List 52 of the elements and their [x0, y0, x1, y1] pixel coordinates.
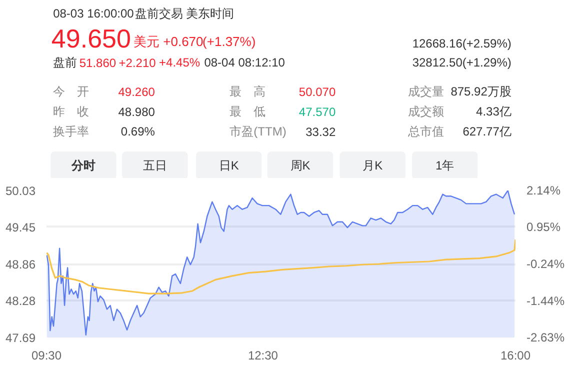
text: 49.650: [51, 24, 131, 54]
text: 875.92万股: [450, 84, 512, 98]
text: 盘前交易: [135, 6, 184, 20]
y-tick-label: 47.69: [5, 331, 36, 345]
text: 33.32: [306, 125, 336, 139]
line-series: [46, 238, 516, 294]
y2-tick-label: -2.63%: [526, 330, 565, 344]
text: +2.210: [118, 56, 156, 70]
text: 日K: [218, 158, 239, 172]
text: 盘前: [53, 56, 78, 70]
x-tick-label: 12:30: [248, 348, 278, 362]
text: 0.69%: [120, 124, 156, 138]
y2-tick-label: -0.24%: [526, 256, 565, 271]
y2-tick-label: 2.14%: [526, 184, 561, 198]
text: 50.070: [298, 85, 336, 99]
y-tick-label: 49.45: [5, 220, 36, 234]
text: 4.33亿: [476, 104, 512, 118]
text: 08-03 16:00:00: [53, 6, 134, 20]
text: 成交量: [408, 84, 444, 98]
text: +0.670: [163, 34, 204, 49]
text: +4.45%: [159, 56, 200, 70]
text: 49.260: [118, 85, 156, 99]
text: 51.860: [79, 56, 116, 70]
y-tick-label: 50.03: [5, 184, 36, 198]
text: 1年: [436, 158, 454, 172]
text: 最 低: [230, 104, 266, 118]
y-tick-label: 48.28: [5, 294, 36, 308]
text: 成交额: [408, 104, 444, 118]
y-tick-label: 48.86: [5, 258, 36, 272]
text: 627.77亿: [462, 124, 512, 138]
text: 市盈(TTM): [230, 124, 286, 138]
text: 12668.16(+2.59%): [412, 36, 512, 50]
text: 换手率: [53, 124, 90, 138]
text: 美元: [134, 34, 160, 49]
text: (+1.37%): [202, 34, 256, 49]
text: 美东时间: [186, 6, 234, 20]
text: 今 开: [53, 84, 90, 98]
text: 周K: [290, 158, 310, 172]
text: 昨 收: [53, 104, 90, 118]
x-tick-label: 16:00: [500, 348, 531, 362]
text: 总市值: [406, 124, 444, 138]
y2-tick-label: 0.95%: [526, 220, 561, 234]
text: 08-04 08:12:10: [204, 56, 286, 70]
text: 48.980: [118, 105, 156, 119]
text: 47.570: [298, 105, 336, 119]
text: 最 高: [230, 84, 266, 98]
text: 五日: [142, 158, 167, 172]
text: 月K: [362, 158, 383, 172]
x-tick-label: 09:30: [31, 348, 62, 362]
text: 分时: [70, 158, 96, 172]
y2-tick-label: -1.44%: [526, 294, 565, 308]
text: 32812.50(+1.29%): [412, 56, 512, 70]
